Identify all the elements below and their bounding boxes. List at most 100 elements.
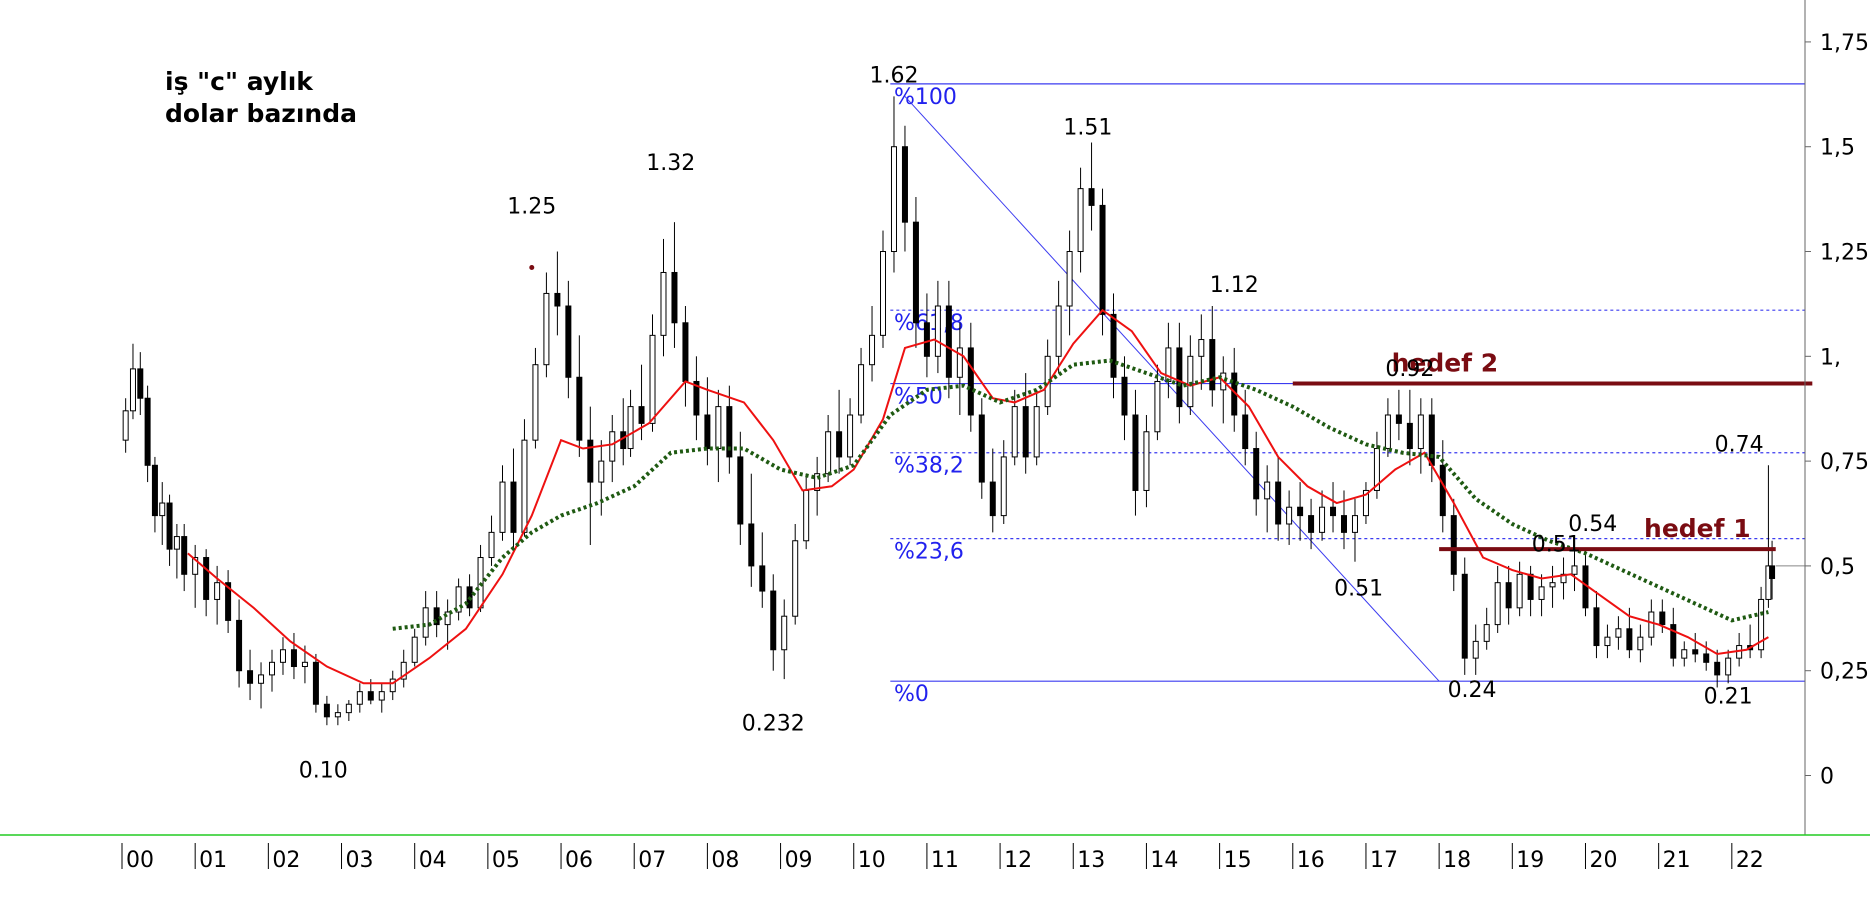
y-tick-label: 1,	[1820, 345, 1841, 370]
candle-body	[1538, 586, 1545, 600]
candle-body	[203, 557, 210, 600]
fib-level-label: %23,6	[894, 540, 964, 565]
candle-body	[901, 146, 908, 223]
candle-body	[236, 619, 243, 672]
price-annotation: 0.74	[1715, 432, 1764, 457]
candle-body	[1648, 611, 1655, 638]
candle-body	[1604, 636, 1611, 647]
fib-level-label: %0	[894, 682, 929, 707]
candle-body	[912, 221, 919, 324]
candle-body	[1099, 204, 1106, 315]
candle-body	[554, 292, 561, 307]
candle-body	[1033, 406, 1040, 458]
candle-body	[122, 410, 129, 441]
y-tick-label: 1,75	[1820, 31, 1869, 56]
x-tick-label: 16	[1297, 848, 1325, 873]
candle-body	[1527, 573, 1534, 600]
trend-line	[904, 96, 1440, 682]
candle-body	[290, 649, 297, 668]
x-tick-label: 15	[1224, 848, 1252, 873]
moving-average-red-line	[187, 308, 1769, 685]
candle-body	[1077, 188, 1084, 253]
candle-body	[1176, 347, 1183, 408]
candle-body	[1286, 506, 1293, 525]
chart-title-line-2: dolar bazında	[165, 99, 357, 128]
x-tick-label: 03	[346, 848, 374, 873]
candle-body	[945, 305, 952, 378]
candle-body	[532, 364, 539, 441]
candle-body	[967, 347, 974, 416]
candle-body	[858, 364, 865, 416]
x-tick-label: 18	[1443, 848, 1471, 873]
candle-body	[803, 489, 810, 542]
price-annotation: 0.232	[742, 711, 805, 736]
candle-body	[301, 661, 308, 668]
candle-body	[1088, 188, 1095, 206]
x-tick-label: 20	[1589, 848, 1617, 873]
candle-body	[1209, 339, 1216, 391]
candle-body	[181, 536, 188, 575]
candle-body	[1560, 573, 1567, 584]
candle-body	[1516, 573, 1523, 609]
candle-body	[1121, 376, 1128, 416]
price-annotation: 1.25	[507, 195, 556, 220]
candle-body	[704, 414, 711, 450]
x-tick-label: 02	[272, 848, 300, 873]
candle-body	[682, 322, 689, 382]
x-tick-label: 12	[1004, 848, 1032, 873]
candle-body	[345, 703, 352, 714]
candle-body	[1505, 582, 1512, 609]
candle-body	[258, 674, 265, 684]
candle-body	[814, 473, 821, 491]
candle-body	[890, 146, 897, 253]
price-annotation: 0.21	[1704, 684, 1753, 709]
candle-body	[1154, 380, 1161, 433]
candle-body	[1384, 414, 1391, 450]
candle-body	[137, 368, 144, 399]
candle-body	[269, 661, 276, 676]
candle-body	[1308, 515, 1315, 533]
candle-body	[1758, 598, 1765, 651]
y-tick-label: 0	[1820, 765, 1834, 790]
candle-body	[715, 406, 722, 450]
candle-body	[1494, 582, 1501, 626]
x-tick-label: 14	[1150, 848, 1178, 873]
candle-body	[411, 636, 418, 663]
candle-body	[1198, 339, 1205, 357]
candle-body	[627, 406, 634, 450]
candle-body	[159, 502, 166, 517]
candle-body	[978, 414, 985, 483]
candle-body	[576, 376, 583, 441]
candle-body	[1670, 624, 1677, 659]
candle-body	[510, 481, 517, 533]
candle-body	[671, 271, 678, 324]
candle-body	[1132, 414, 1139, 491]
candle-body	[378, 691, 385, 701]
candle-body	[737, 456, 744, 525]
candle-body	[1319, 506, 1326, 533]
candle-body	[1725, 657, 1732, 676]
candle-body	[173, 536, 180, 550]
candle-body	[1461, 573, 1468, 659]
candle-body	[1450, 515, 1457, 575]
candle-body	[1615, 628, 1622, 638]
candle-body	[334, 712, 341, 718]
candle-body	[1330, 506, 1337, 517]
candle-body	[1297, 506, 1304, 517]
candle-body	[1143, 431, 1150, 491]
candle-body	[192, 557, 199, 575]
price-annotation: 1.51	[1063, 116, 1112, 141]
y-tick-label: 0,75	[1820, 450, 1869, 475]
candle-body	[1714, 661, 1721, 676]
candle-body	[1483, 624, 1490, 642]
candle-body	[1626, 628, 1633, 651]
candle-body	[323, 703, 330, 718]
price-annotation: 1.62	[869, 63, 918, 88]
candle-body	[1351, 515, 1358, 533]
candle-body	[367, 691, 374, 701]
price-annotation: 0.54	[1568, 512, 1617, 537]
candle-body	[499, 481, 506, 533]
chart-title-line-1: iş "c" aylık	[165, 67, 313, 96]
candle-body	[356, 691, 363, 705]
price-annotation: 1.12	[1210, 273, 1259, 298]
